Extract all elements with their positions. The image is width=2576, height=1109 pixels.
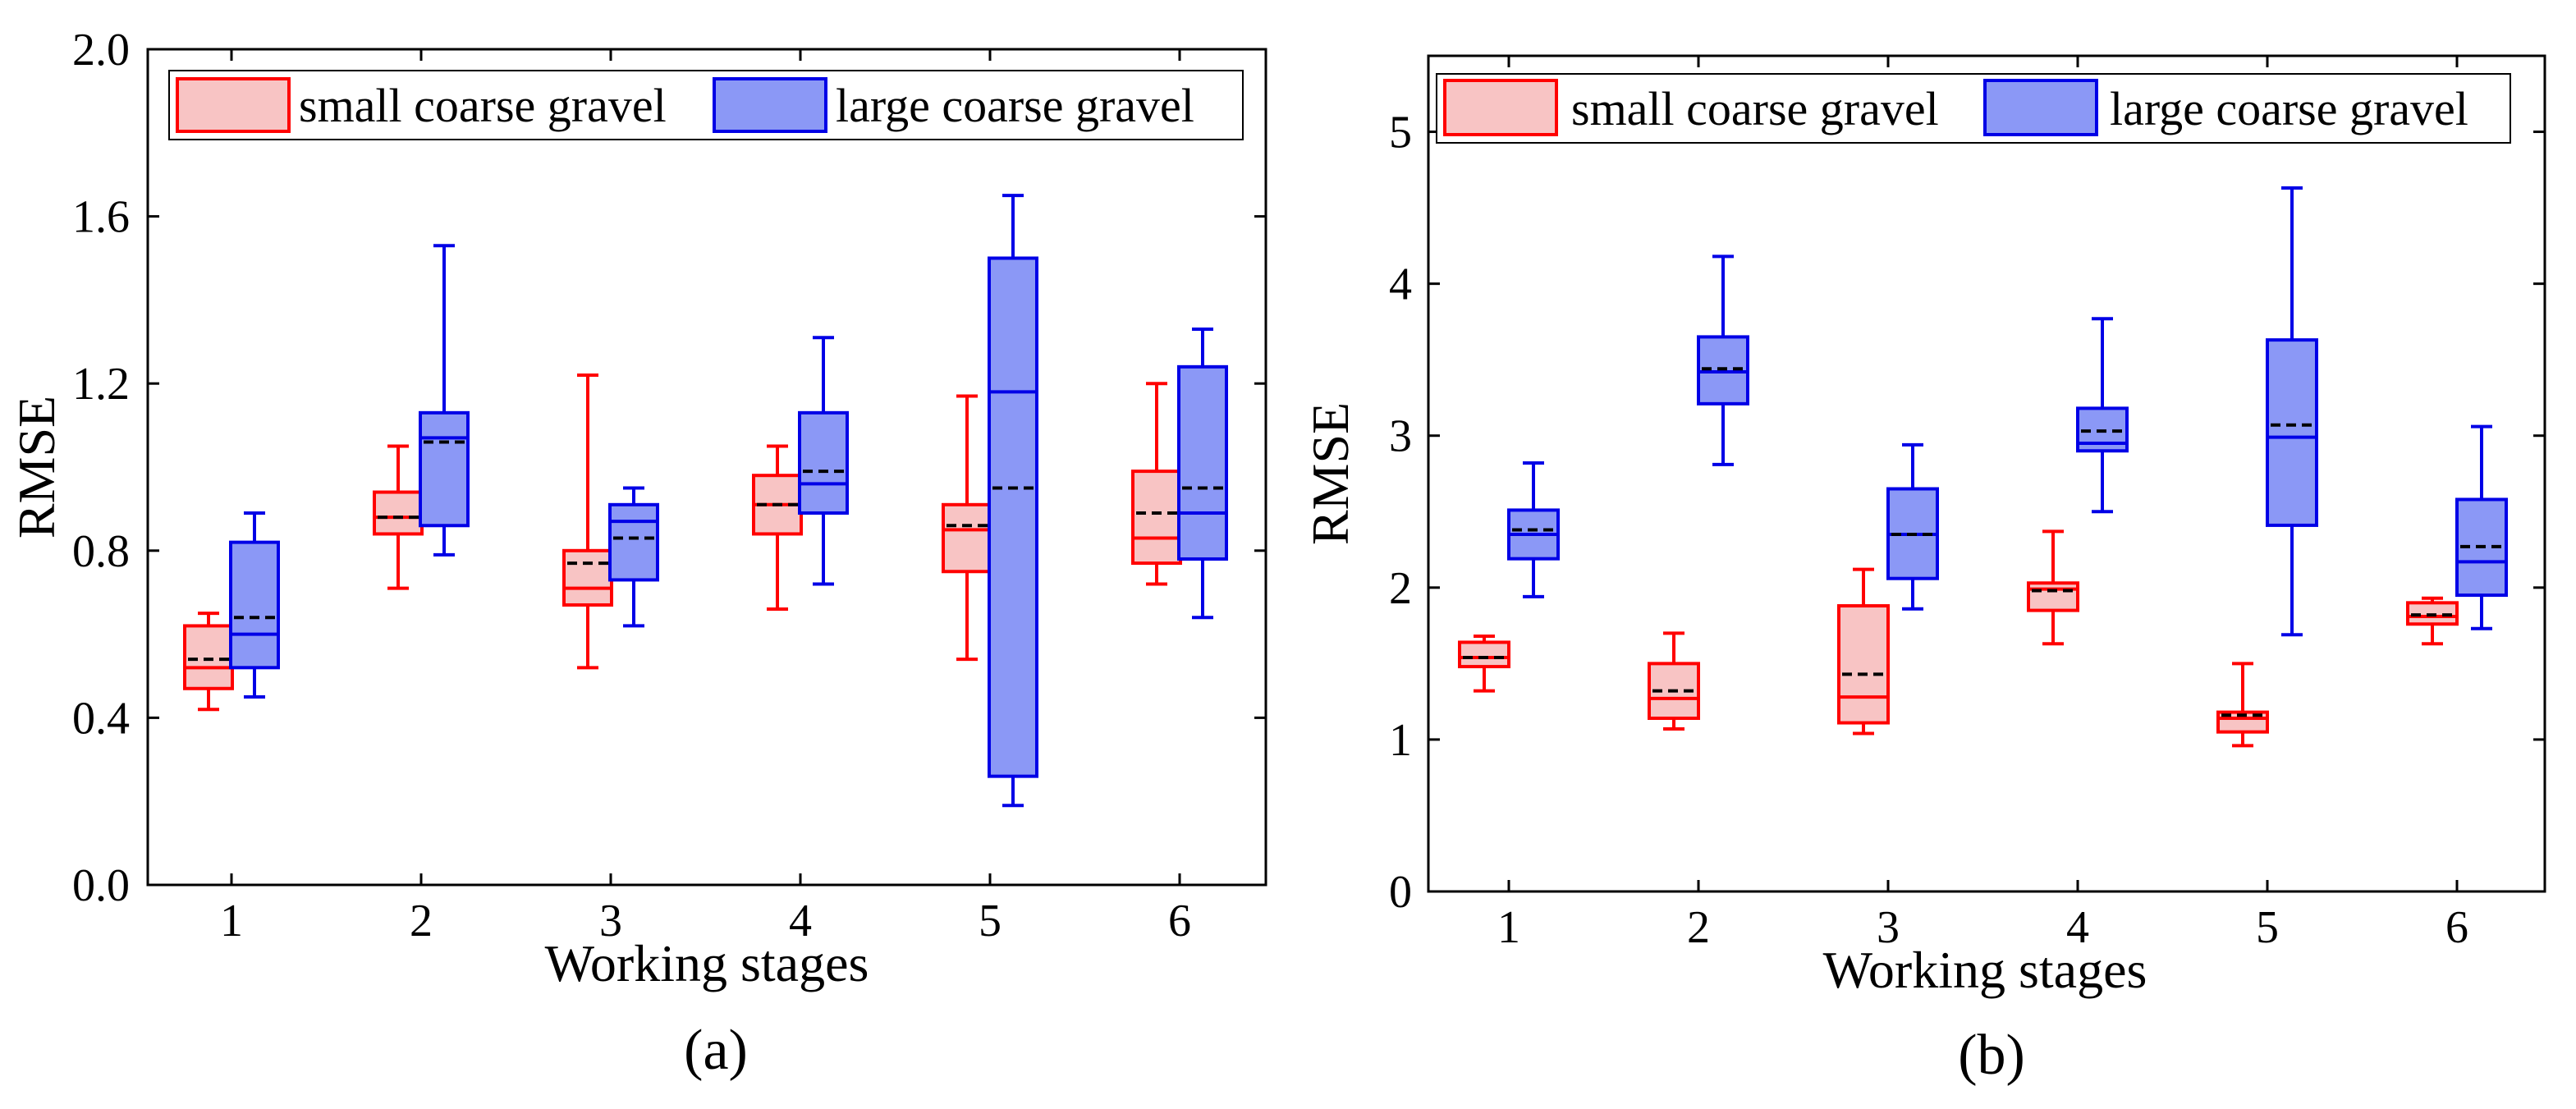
y-ticks: 0 1 2 3 4 5 xyxy=(1389,108,2545,918)
legend-swatch-large xyxy=(713,77,827,133)
box-large-stage-1 xyxy=(1507,461,1560,598)
box-large-stage-6 xyxy=(2455,424,2508,630)
y-axis-label: RMSE xyxy=(7,396,66,538)
y-ticks: 0.0 0.4 0.8 1.2 1.6 2.0 xyxy=(72,25,1266,911)
iqr-box xyxy=(2266,338,2318,527)
box-large-stage-5 xyxy=(2266,186,2318,637)
y-axis-label: RMSE xyxy=(1301,402,1359,545)
legend-label-small: small coarse gravel xyxy=(299,79,667,132)
x-tick-label: 5 xyxy=(979,896,1002,946)
y-tick-label: 0.8 xyxy=(72,526,130,577)
y-tick-label: 5 xyxy=(1389,108,1412,158)
legend-swatch-small xyxy=(176,77,291,133)
box-small-stage-2 xyxy=(1648,631,1700,731)
y-tick-label: 0.0 xyxy=(72,860,130,911)
box-small-stage-1 xyxy=(183,612,234,712)
box-large-stage-1 xyxy=(229,511,280,699)
box-small-stage-2 xyxy=(373,444,424,590)
x-ticks: 1 2 3 4 5 6 xyxy=(220,49,1191,946)
x-axis-label: Working stages xyxy=(545,934,869,992)
iqr-box xyxy=(373,490,424,536)
iqr-box xyxy=(798,410,849,515)
x-tick-label: 2 xyxy=(410,896,433,946)
x-tick-label: 3 xyxy=(1877,902,1900,953)
x-tick-label: 6 xyxy=(2445,902,2468,953)
iqr-box xyxy=(608,502,659,582)
panel-a: 0.0 0.4 0.8 1.2 1.6 2.0 1 2 3 4 5 6 small coarse g… xyxy=(7,25,1267,1082)
y-tick-label: 1.2 xyxy=(72,359,130,410)
legend: small coarse gravel large coarse gravel xyxy=(168,70,1244,140)
y-tick-label: 4 xyxy=(1389,259,1412,310)
box-large-stage-6 xyxy=(1177,328,1228,620)
legend-swatch-small xyxy=(1443,79,1558,136)
box-small-stage-4 xyxy=(2027,529,2079,646)
box-small-stage-3 xyxy=(562,373,613,670)
legend-swatch-large xyxy=(1983,79,2098,136)
box-large-stage-3 xyxy=(1886,442,1939,611)
iqr-box xyxy=(229,540,280,670)
iqr-box xyxy=(2027,581,2079,612)
y-tick-label: 0 xyxy=(1389,867,1412,918)
x-tick-label: 4 xyxy=(789,896,812,946)
box-large-stage-5 xyxy=(988,194,1038,808)
y-tick-label: 1.6 xyxy=(72,192,130,243)
boxes xyxy=(1458,186,2508,748)
iqr-box xyxy=(1837,604,1890,725)
box-small-stage-6 xyxy=(1131,382,1182,586)
box-large-stage-4 xyxy=(2076,317,2129,514)
panel-b: 0 1 2 3 4 5 1 2 3 4 5 6 small coarse gravel large … xyxy=(1301,54,2546,1087)
legend-label-small: small coarse gravel xyxy=(1571,82,1939,135)
box-large-stage-2 xyxy=(419,244,470,557)
box-large-stage-2 xyxy=(1697,254,1749,466)
x-tick-label: 6 xyxy=(1168,896,1191,946)
x-tick-label: 1 xyxy=(220,896,243,946)
x-ticks: 1 2 3 4 5 6 xyxy=(1497,56,2468,953)
x-tick-label: 3 xyxy=(599,896,622,946)
iqr-box xyxy=(419,410,470,528)
x-tick-label: 1 xyxy=(1497,902,1520,953)
box-small-stage-4 xyxy=(752,444,803,612)
y-tick-label: 1 xyxy=(1389,715,1412,766)
box-small-stage-5 xyxy=(2216,662,2269,748)
box-large-stage-3 xyxy=(608,486,659,628)
legend-frame xyxy=(168,70,1244,140)
legend-label-large: large coarse gravel xyxy=(2110,82,2468,135)
plot-area-frame xyxy=(146,48,1267,887)
box-small-stage-5 xyxy=(942,394,992,662)
panel-caption: (b) xyxy=(1958,1024,2025,1087)
y-tick-label: 3 xyxy=(1389,411,1412,462)
legend: small coarse gravel large coarse gravel xyxy=(1436,73,2511,144)
x-tick-label: 4 xyxy=(2066,902,2089,953)
box-small-stage-3 xyxy=(1837,567,1890,736)
x-tick-label: 2 xyxy=(1687,902,1710,953)
x-tick-label: 5 xyxy=(2256,902,2279,953)
iqr-box xyxy=(1458,640,1510,669)
boxes xyxy=(183,194,1228,808)
box-large-stage-4 xyxy=(798,336,849,586)
legend-label-large: large coarse gravel xyxy=(836,79,1194,132)
panel-caption: (a) xyxy=(684,1019,748,1082)
iqr-box xyxy=(942,502,992,574)
y-tick-label: 2 xyxy=(1389,563,1412,614)
iqr-box xyxy=(562,548,613,607)
x-axis-label: Working stages xyxy=(1823,941,2147,999)
iqr-box xyxy=(1177,364,1228,561)
iqr-box xyxy=(988,256,1038,778)
box-small-stage-1 xyxy=(1458,635,1510,693)
plot-area-frame xyxy=(1427,54,2546,893)
iqr-box xyxy=(183,624,234,690)
iqr-box xyxy=(1131,470,1182,566)
legend-frame xyxy=(1436,73,2511,144)
box-small-stage-6 xyxy=(2406,596,2459,646)
y-tick-label: 2.0 xyxy=(72,25,130,76)
y-tick-label: 0.4 xyxy=(72,693,130,744)
